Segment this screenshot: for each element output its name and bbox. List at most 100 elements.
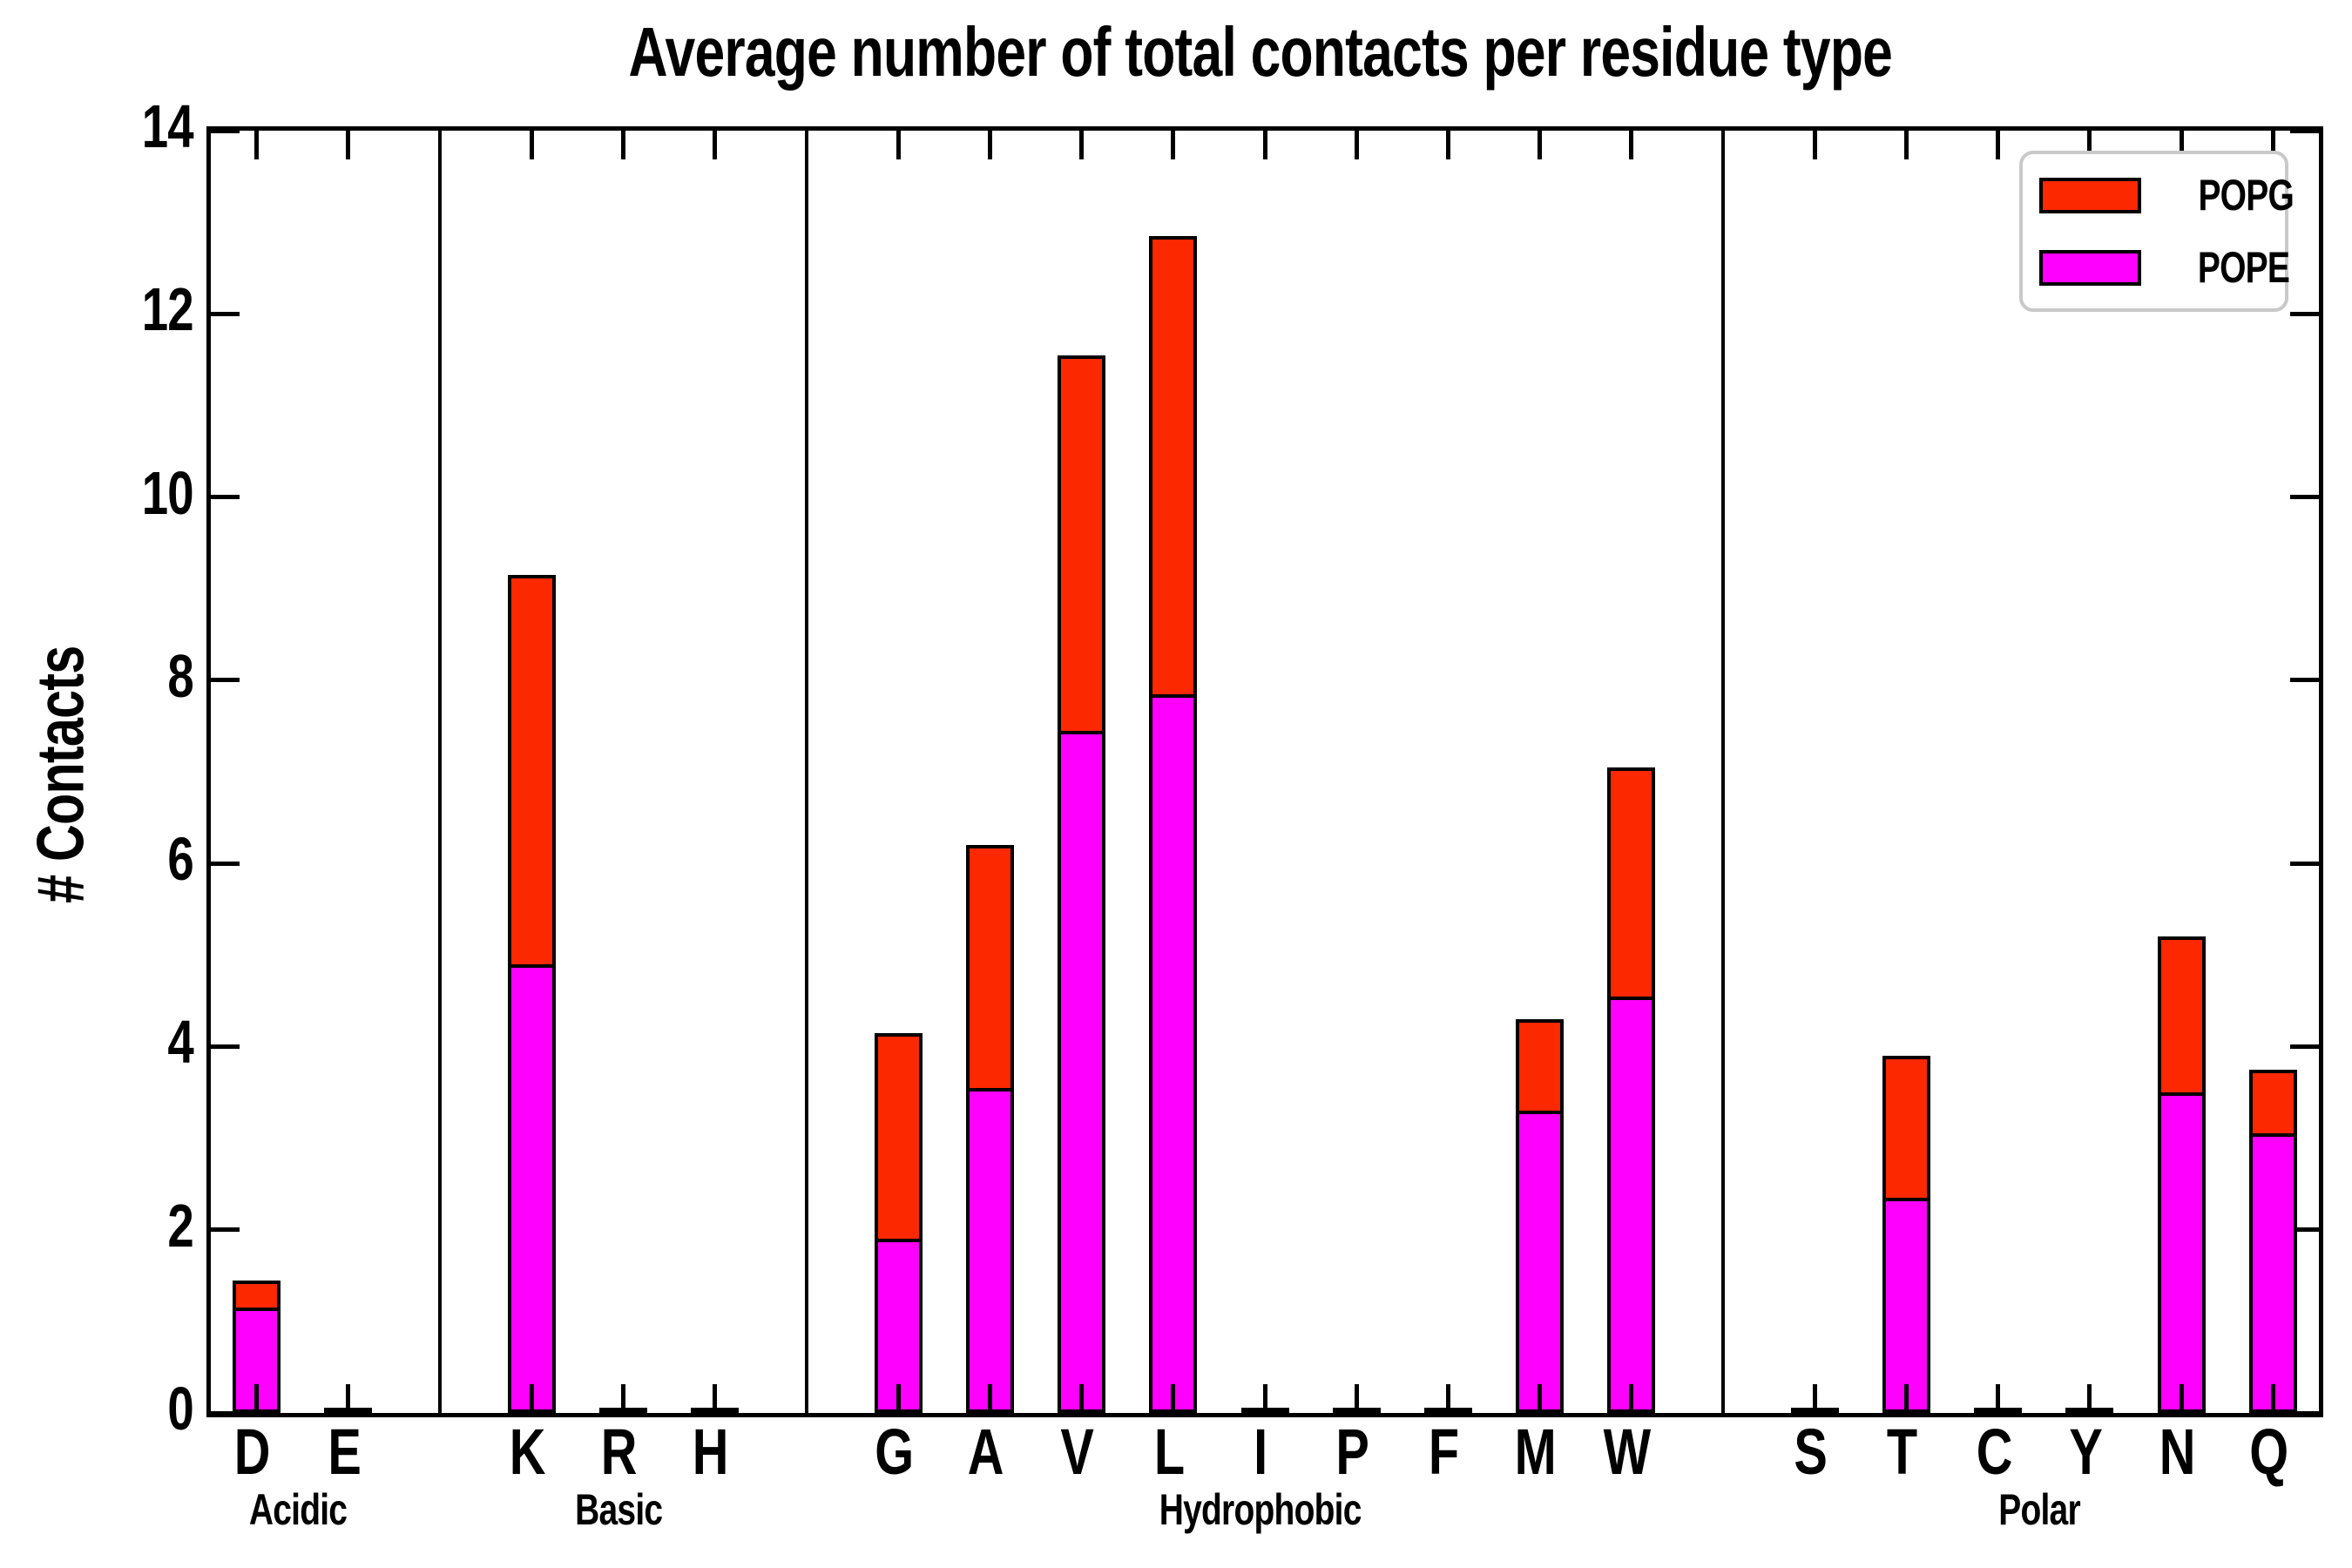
chart-title: Average number of total contacts per res… xyxy=(628,13,1893,91)
x-tick-bottom xyxy=(1538,1384,1543,1413)
x-tick-bottom xyxy=(987,1384,992,1413)
x-tick-label-N: N xyxy=(2125,1420,2229,1484)
y-tick-left xyxy=(211,1227,240,1233)
group-label-text: Polar xyxy=(1998,1485,2081,1534)
x-tick-label-G: G xyxy=(841,1420,946,1484)
x-tick-label-A: A xyxy=(933,1420,1037,1484)
y-tick-left xyxy=(211,1410,240,1416)
group-label-text: Acidic xyxy=(249,1485,348,1534)
x-tick-bottom xyxy=(896,1384,901,1413)
pope-segment-N xyxy=(2157,1092,2206,1413)
x-tick-text: S xyxy=(1794,1416,1828,1488)
bar-T xyxy=(1882,1055,1931,1413)
group-separator xyxy=(804,131,808,1413)
bar-D xyxy=(233,1280,281,1413)
group-label-text: Hydrophobic xyxy=(1159,1485,1362,1534)
bar-M xyxy=(1516,1018,1565,1413)
x-tick-text: G xyxy=(875,1416,914,1488)
y-tick-text: 12 xyxy=(141,275,194,344)
x-tick-text: K xyxy=(509,1416,546,1488)
x-tick-label-T: T xyxy=(1850,1420,1955,1484)
bar-V xyxy=(1058,355,1106,1413)
group-label-hydrophobic: Hydrophobic xyxy=(1086,1488,1435,1531)
y-tick-label: 0 xyxy=(0,1378,193,1439)
x-tick-top xyxy=(1904,131,1909,159)
y-tick-left xyxy=(211,1044,240,1049)
bar-G xyxy=(874,1032,923,1413)
x-tick-top xyxy=(620,131,625,159)
x-tick-bottom xyxy=(620,1384,625,1413)
x-tick-top xyxy=(1262,131,1267,159)
x-tick-text: W xyxy=(1603,1416,1651,1488)
popg-segment-W xyxy=(1607,767,1656,1000)
x-tick-bottom xyxy=(2270,1384,2275,1413)
y-tick-text: 8 xyxy=(167,641,193,710)
x-tick-text: H xyxy=(693,1416,729,1488)
x-tick-text: L xyxy=(1153,1416,1185,1488)
x-tick-label-D: D xyxy=(200,1420,305,1484)
x-tick-bottom xyxy=(1354,1384,1359,1413)
group-label-acidic: Acidic xyxy=(124,1488,472,1531)
x-tick-top xyxy=(2087,131,2092,159)
x-tick-top xyxy=(1079,131,1085,159)
x-tick-text: M xyxy=(1514,1416,1557,1488)
y-tick-label: 10 xyxy=(0,458,194,527)
y-tick-right xyxy=(2290,1410,2319,1416)
popg-segment-V xyxy=(1058,355,1106,734)
y-tick-text: 2 xyxy=(167,1191,193,1260)
x-tick-label-H: H xyxy=(659,1420,763,1484)
x-tick-text: A xyxy=(967,1416,1004,1488)
x-tick-label-R: R xyxy=(566,1420,671,1484)
pope-segment-K xyxy=(507,963,556,1413)
y-tick-right xyxy=(2290,311,2319,316)
y-tick-label: 4 xyxy=(0,1011,193,1072)
y-tick-left xyxy=(211,678,240,683)
group-label-polar: Polar xyxy=(1865,1488,2213,1531)
bar-A xyxy=(965,845,1014,1413)
pope-segment-T xyxy=(1882,1197,1931,1413)
group-label-text: Basic xyxy=(575,1485,663,1534)
popg-segment-Q xyxy=(2248,1069,2297,1138)
y-tick-right xyxy=(2290,128,2319,133)
x-tick-top xyxy=(529,131,534,159)
x-tick-text: T xyxy=(1887,1416,1917,1488)
x-tick-top xyxy=(254,131,260,159)
popg-segment-G xyxy=(874,1032,923,1243)
pope-segment-Q xyxy=(2248,1133,2297,1413)
x-tick-top xyxy=(1354,131,1359,159)
x-tick-label-M: M xyxy=(1484,1420,1588,1484)
x-tick-bottom xyxy=(2087,1384,2092,1413)
x-tick-text: N xyxy=(2159,1416,2196,1488)
x-tick-bottom xyxy=(1629,1384,1634,1413)
y-tick-left xyxy=(211,495,240,500)
x-tick-text: I xyxy=(1254,1416,1267,1488)
x-tick-label-L: L xyxy=(1117,1420,1221,1484)
x-tick-bottom xyxy=(2179,1384,2184,1413)
x-tick-text: C xyxy=(1976,1416,2012,1488)
popg-segment-N xyxy=(2157,936,2206,1096)
x-tick-top xyxy=(2179,131,2184,159)
plot-area xyxy=(206,126,2323,1417)
legend-label-popg: POPG xyxy=(2198,171,2295,220)
x-tick-text: F xyxy=(1429,1416,1459,1488)
y-tick-text: 10 xyxy=(141,458,194,527)
y-tick-left xyxy=(211,128,240,133)
x-tick-bottom xyxy=(346,1384,351,1413)
y-tick-text: 4 xyxy=(167,1008,193,1077)
x-tick-label-E: E xyxy=(292,1420,396,1484)
x-tick-bottom xyxy=(1812,1384,1817,1413)
bar-K xyxy=(507,574,556,1413)
popg-segment-T xyxy=(1882,1055,1931,1201)
pope-segment-W xyxy=(1607,996,1656,1413)
pope-segment-A xyxy=(965,1087,1014,1413)
x-tick-label-K: K xyxy=(475,1420,579,1484)
popg-segment-D xyxy=(233,1280,281,1312)
x-tick-text: E xyxy=(327,1416,362,1488)
x-tick-top xyxy=(1538,131,1543,159)
y-tick-right xyxy=(2290,861,2319,866)
pope-segment-M xyxy=(1516,1111,1565,1413)
x-tick-text: D xyxy=(234,1416,271,1488)
legend-entry-popg: POPG xyxy=(2039,173,2307,217)
y-tick-text: 14 xyxy=(141,92,194,160)
